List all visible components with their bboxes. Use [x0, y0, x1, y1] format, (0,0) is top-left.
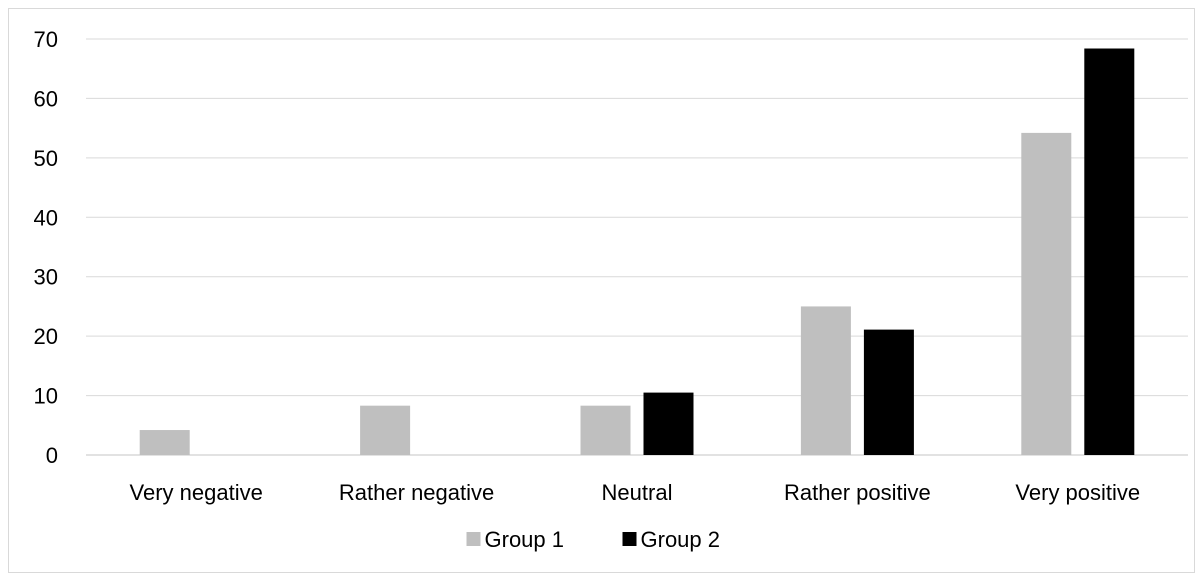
- x-axis-ticks: Very negative Rather negative Neutral Rathe…: [130, 480, 1141, 505]
- y-tick-label: 70: [34, 27, 58, 52]
- bar-group-2-neutral: [643, 392, 694, 455]
- legend-swatch-group-1: [466, 532, 481, 546]
- x-tick-label: Rather positive: [784, 480, 931, 505]
- x-tick-label: Very positive: [1015, 480, 1140, 505]
- y-tick-label: 30: [34, 265, 58, 290]
- bar-group-1-very-negative: [139, 430, 190, 455]
- x-tick-label: Neutral: [602, 480, 673, 505]
- y-tick-label: 50: [34, 146, 58, 171]
- bar-group-2-rather-positive: [863, 329, 914, 455]
- chart-frame: [8, 8, 1195, 573]
- legend-label: Group 2: [641, 527, 721, 552]
- x-tick-label: Rather negative: [339, 480, 494, 505]
- legend-swatch-group-2: [622, 532, 637, 546]
- bar-group-1-rather-positive: [800, 306, 851, 455]
- x-tick-label: Very negative: [130, 480, 263, 505]
- bar-group-1-very-positive: [1021, 132, 1072, 455]
- y-tick-label: 0: [46, 443, 58, 468]
- y-tick-label: 20: [34, 324, 58, 349]
- y-tick-label: 60: [34, 86, 58, 111]
- y-tick-label: 10: [34, 384, 58, 409]
- bar-group-1-neutral: [580, 405, 631, 455]
- bars: [139, 48, 1135, 455]
- legend-label: Group 1: [485, 527, 565, 552]
- y-axis-ticks: 0 10 20 30 40 50 60 70: [34, 27, 58, 468]
- y-tick-label: 40: [34, 205, 58, 230]
- legend: Group 1 Group 2: [466, 527, 721, 552]
- bar-group-1-rather-negative: [360, 405, 411, 455]
- gridlines: [86, 38, 1188, 456]
- bar-group-2-very-positive: [1084, 48, 1135, 455]
